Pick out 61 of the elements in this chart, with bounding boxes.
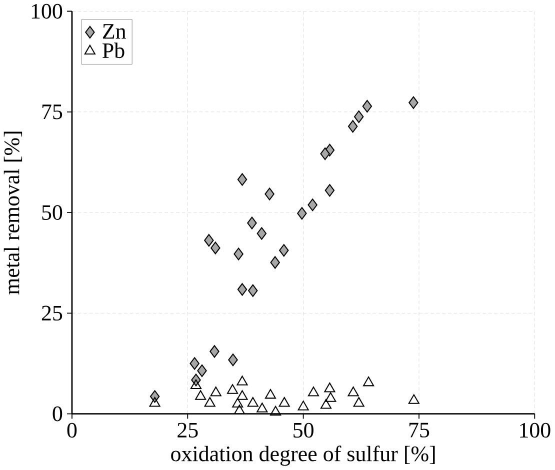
point <box>320 399 332 409</box>
point <box>408 394 420 404</box>
point <box>363 376 374 386</box>
x-tick-label: 75 <box>409 422 430 438</box>
point <box>149 397 160 407</box>
point <box>408 96 418 110</box>
point <box>228 354 238 366</box>
point <box>348 120 358 133</box>
point <box>237 173 248 186</box>
point <box>237 283 248 296</box>
point <box>190 379 202 390</box>
x-tick-label: 25 <box>178 422 198 438</box>
point <box>204 397 216 407</box>
point <box>247 397 258 407</box>
point <box>232 398 244 408</box>
y-tick-label: 75 <box>42 104 62 120</box>
point <box>234 248 244 260</box>
point <box>348 386 359 396</box>
x-tick-label: 50 <box>294 423 314 438</box>
point <box>236 390 248 400</box>
point <box>197 364 207 378</box>
point <box>362 100 372 113</box>
x-axis-title: oxidation degree of sulfur [%] <box>171 446 435 466</box>
point <box>256 402 268 413</box>
point <box>247 216 257 230</box>
point <box>190 357 200 370</box>
point <box>195 390 206 400</box>
legend-label: Pb <box>102 42 124 58</box>
point <box>297 207 307 220</box>
point <box>256 227 267 240</box>
point <box>325 392 336 402</box>
y-tick-label: 0 <box>52 406 62 422</box>
y-axis-title: metal removal [%] <box>4 132 22 295</box>
y-tick-label: 25 <box>42 306 62 321</box>
point <box>236 376 248 386</box>
point <box>324 184 335 197</box>
point <box>354 110 364 124</box>
point <box>308 198 318 212</box>
point <box>298 400 309 411</box>
point <box>278 397 290 407</box>
point <box>204 234 214 247</box>
point <box>264 188 274 200</box>
point <box>210 345 220 358</box>
point <box>279 244 289 257</box>
point <box>234 404 245 415</box>
legend-label: Zn <box>102 24 126 39</box>
point <box>270 256 280 269</box>
x-tick-label: 0 <box>67 423 77 438</box>
point <box>308 386 320 396</box>
point <box>210 386 222 396</box>
y-tick-label: 50 <box>42 205 62 220</box>
point <box>320 148 330 160</box>
point <box>248 284 258 298</box>
point <box>227 384 238 394</box>
point <box>270 406 282 416</box>
point <box>353 397 364 407</box>
y-tick-label: 100 <box>32 4 62 19</box>
point <box>264 389 276 399</box>
x-tick-label: 100 <box>520 423 550 438</box>
point <box>324 382 336 392</box>
point <box>210 242 220 254</box>
